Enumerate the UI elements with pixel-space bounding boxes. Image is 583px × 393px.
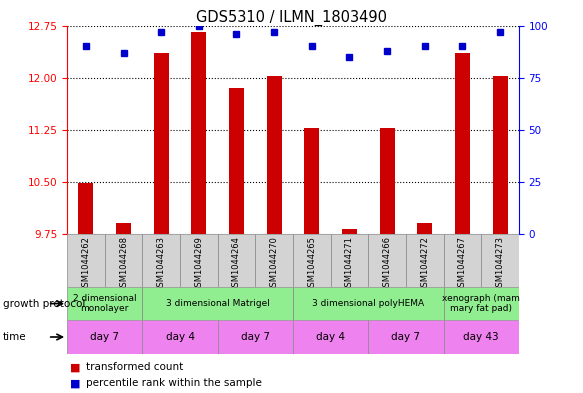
Bar [116, 223, 131, 234]
Bar [293, 287, 444, 320]
Bar [368, 234, 406, 287]
Text: GDS5310 / ILMN_1803490: GDS5310 / ILMN_1803490 [196, 10, 387, 26]
Text: 3 dimensional Matrigel: 3 dimensional Matrigel [166, 299, 269, 308]
Bar [444, 234, 481, 287]
Text: GSM1044268: GSM1044268 [119, 237, 128, 292]
Text: time: time [3, 332, 27, 342]
Bar [229, 88, 244, 234]
Bar [67, 320, 142, 354]
Bar [368, 320, 444, 354]
Text: transformed count: transformed count [86, 362, 183, 373]
Bar [142, 320, 217, 354]
Bar [444, 320, 519, 354]
Text: 2 dimensional
monolayer: 2 dimensional monolayer [73, 294, 136, 313]
Bar [154, 53, 168, 234]
Text: day 7: day 7 [90, 332, 119, 342]
Text: day 7: day 7 [241, 332, 270, 342]
Text: growth protocol: growth protocol [3, 299, 85, 309]
Bar [255, 234, 293, 287]
Text: day 4: day 4 [166, 332, 195, 342]
Text: 3 dimensional polyHEMA: 3 dimensional polyHEMA [312, 299, 424, 308]
Bar [105, 234, 142, 287]
Text: percentile rank within the sample: percentile rank within the sample [86, 378, 262, 388]
Text: ■: ■ [70, 362, 80, 373]
Text: GSM1044269: GSM1044269 [194, 237, 203, 292]
Text: GSM1044272: GSM1044272 [420, 237, 429, 292]
Bar [417, 223, 432, 234]
Bar [493, 76, 508, 234]
Bar [217, 320, 293, 354]
Bar [142, 234, 180, 287]
Text: GSM1044266: GSM1044266 [382, 237, 392, 292]
Text: day 7: day 7 [391, 332, 420, 342]
Bar [142, 287, 293, 320]
Text: GSM1044271: GSM1044271 [345, 237, 354, 292]
Bar [266, 76, 282, 234]
Bar [304, 128, 319, 234]
Text: xenograph (mam
mary fat pad): xenograph (mam mary fat pad) [442, 294, 520, 313]
Bar [380, 128, 395, 234]
Text: day 4: day 4 [316, 332, 345, 342]
Bar [455, 53, 470, 234]
Text: GSM1044264: GSM1044264 [232, 237, 241, 292]
Bar [293, 234, 331, 287]
Bar [342, 229, 357, 234]
Text: ■: ■ [70, 378, 80, 388]
Text: GSM1044263: GSM1044263 [157, 237, 166, 292]
Bar [67, 287, 142, 320]
Bar [191, 33, 206, 234]
Bar [217, 234, 255, 287]
Text: GSM1044270: GSM1044270 [269, 237, 279, 292]
Text: GSM1044265: GSM1044265 [307, 237, 317, 292]
Bar [67, 234, 105, 287]
Bar [78, 183, 93, 234]
Text: day 43: day 43 [463, 332, 499, 342]
Text: GSM1044273: GSM1044273 [496, 237, 504, 292]
Bar [293, 320, 368, 354]
Bar [406, 234, 444, 287]
Bar [180, 234, 217, 287]
Bar [444, 287, 519, 320]
Bar [331, 234, 368, 287]
Text: GSM1044267: GSM1044267 [458, 237, 467, 292]
Text: GSM1044262: GSM1044262 [82, 237, 90, 292]
Bar [481, 234, 519, 287]
